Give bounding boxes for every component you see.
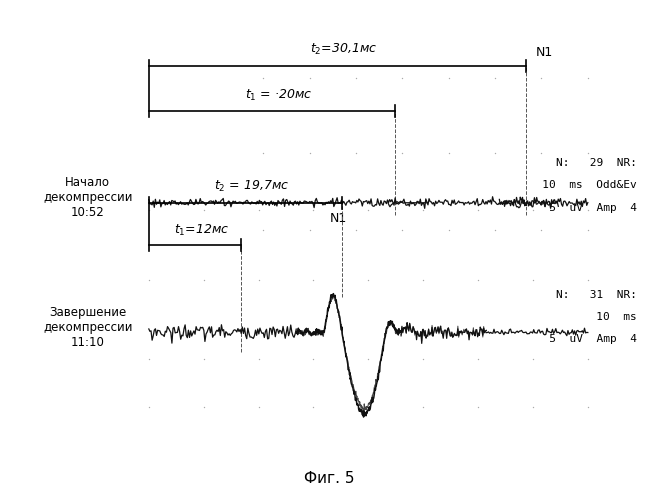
Text: 5  uV  Amp  4: 5 uV Amp 4 — [529, 334, 637, 344]
Text: $t_1$=12мс: $t_1$=12мс — [174, 222, 229, 238]
Text: N:   31  NR:: N: 31 NR: — [556, 290, 637, 300]
Text: N1: N1 — [536, 46, 553, 59]
Text: 10  ms  Odd&Ev: 10 ms Odd&Ev — [522, 180, 637, 190]
Text: Начало
декомпрессии
10:52: Начало декомпрессии 10:52 — [43, 176, 132, 220]
Text: N:   29  NR:: N: 29 NR: — [556, 158, 637, 168]
Text: $t_1$ = ·20мс: $t_1$ = ·20мс — [245, 88, 312, 104]
Text: Фиг. 5: Фиг. 5 — [304, 471, 354, 486]
Text: 5  uV  Amp  4: 5 uV Amp 4 — [529, 202, 637, 212]
Text: 10  ms: 10 ms — [576, 312, 637, 322]
Text: $t_2$=30,1мс: $t_2$=30,1мс — [310, 42, 378, 57]
Text: $t_2$ = 19,7мс: $t_2$ = 19,7мс — [215, 178, 290, 194]
Text: N1: N1 — [330, 212, 347, 224]
Text: Завершение
декомпрессии
11:10: Завершение декомпрессии 11:10 — [43, 306, 132, 348]
